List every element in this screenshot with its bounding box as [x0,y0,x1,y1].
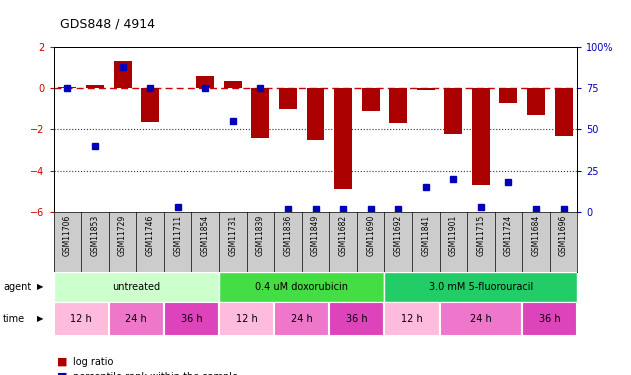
Text: GSM11690: GSM11690 [366,215,375,256]
Bar [389,88,407,123]
Text: ▶: ▶ [37,314,43,323]
Text: GSM11853: GSM11853 [90,215,100,256]
Text: GSM11711: GSM11711 [173,215,182,256]
Text: 36 h: 36 h [346,314,368,324]
Text: GSM11684: GSM11684 [531,215,541,256]
Text: GSM11746: GSM11746 [146,215,155,256]
Bar [384,272,577,302]
Bar [472,88,490,185]
Text: GSM11682: GSM11682 [339,215,348,256]
Text: GSM11715: GSM11715 [476,215,485,256]
Text: GDS848 / 4914: GDS848 / 4914 [60,18,155,31]
Text: GSM11841: GSM11841 [422,215,430,256]
Text: 24 h: 24 h [470,314,492,324]
Bar [444,88,463,134]
Text: time: time [3,314,25,324]
Text: 3.0 mM 5-fluorouracil: 3.0 mM 5-fluorouracil [428,282,533,292]
Text: GSM11706: GSM11706 [63,215,72,256]
Text: GSM11692: GSM11692 [394,215,403,256]
Text: GSM11901: GSM11901 [449,215,458,256]
Bar [141,88,159,122]
Text: GSM11724: GSM11724 [504,215,513,256]
Bar [224,81,242,88]
Text: 12 h: 12 h [401,314,423,324]
Text: GSM11854: GSM11854 [201,215,209,256]
Text: ■: ■ [57,372,68,375]
Bar [329,302,384,336]
Text: percentile rank within the sample: percentile rank within the sample [73,372,237,375]
Bar [440,302,522,336]
Bar [114,61,131,88]
Text: untreated: untreated [112,282,160,292]
Bar [527,88,545,115]
Text: 24 h: 24 h [291,314,312,324]
Text: 12 h: 12 h [236,314,257,324]
Text: ■: ■ [57,357,68,367]
Text: GSM11731: GSM11731 [228,215,237,256]
Text: 0.4 uM doxorubicin: 0.4 uM doxorubicin [255,282,348,292]
Bar [54,302,109,336]
Text: log ratio: log ratio [73,357,113,367]
Bar [274,302,329,336]
Bar [219,302,274,336]
Bar [522,302,577,336]
Bar [362,88,380,111]
Bar [279,88,297,109]
Text: GSM11836: GSM11836 [283,215,292,256]
Bar [417,88,435,90]
Bar [109,302,164,336]
Bar [384,302,440,336]
Bar [54,272,219,302]
Bar [86,85,104,88]
Text: 24 h: 24 h [126,314,147,324]
Bar [555,88,572,136]
Text: 12 h: 12 h [70,314,92,324]
Text: agent: agent [3,282,32,292]
Text: GSM11696: GSM11696 [559,215,568,256]
Bar [500,88,517,103]
Text: GSM11849: GSM11849 [311,215,320,256]
Text: 36 h: 36 h [539,314,560,324]
Text: GSM11839: GSM11839 [256,215,265,256]
Bar [251,88,269,138]
Text: 36 h: 36 h [180,314,203,324]
Bar [307,88,324,140]
Bar [59,87,76,88]
Bar [164,302,219,336]
Text: ▶: ▶ [37,282,43,291]
Bar [196,76,214,88]
Bar [219,272,384,302]
Bar [334,88,352,189]
Text: GSM11729: GSM11729 [118,215,127,256]
